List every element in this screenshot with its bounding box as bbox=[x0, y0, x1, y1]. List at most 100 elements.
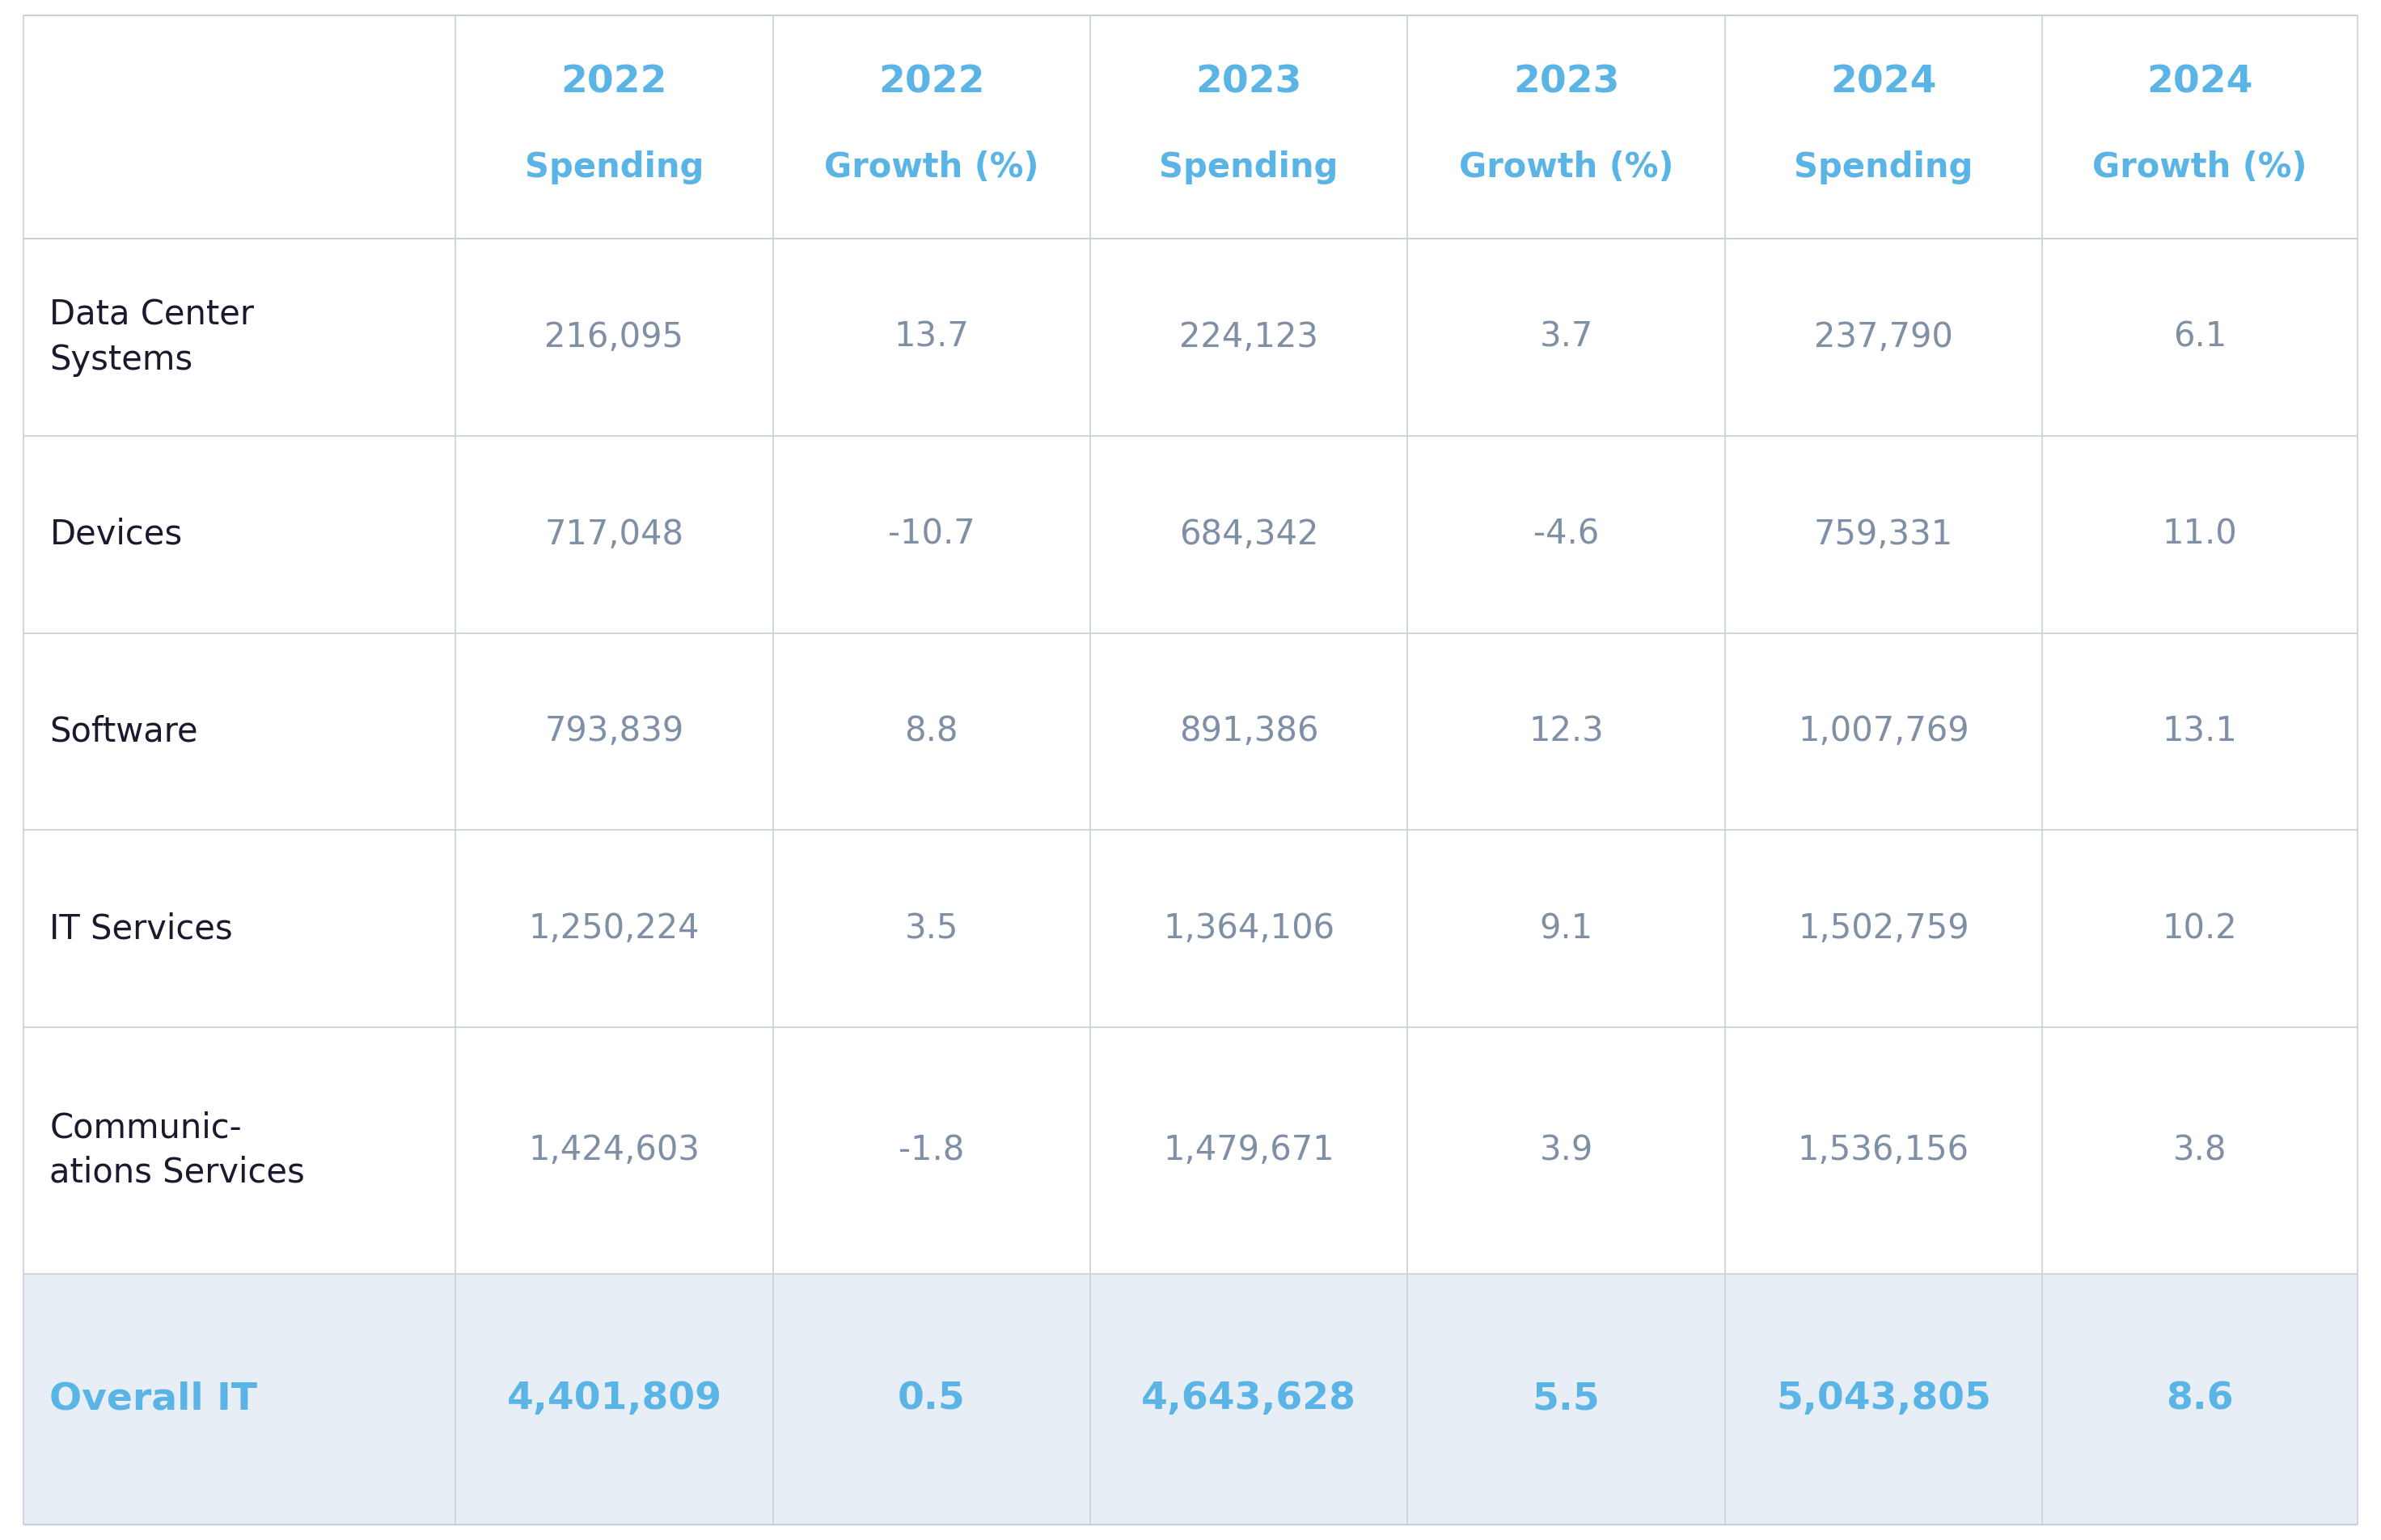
Bar bbox=[2043, 633, 2357, 830]
Bar bbox=[455, 436, 774, 633]
Text: 2024: 2024 bbox=[1831, 65, 1936, 100]
Text: 12.3: 12.3 bbox=[1529, 715, 1605, 748]
Text: 3.5: 3.5 bbox=[905, 912, 957, 946]
Text: 2022: 2022 bbox=[562, 65, 667, 100]
Text: 717,048: 717,048 bbox=[545, 517, 683, 551]
Bar bbox=[24, 239, 455, 436]
Text: 13.1: 13.1 bbox=[2162, 715, 2238, 748]
Bar bbox=[1407, 1027, 1724, 1274]
Bar bbox=[455, 239, 774, 436]
Text: Spending: Spending bbox=[1793, 151, 1974, 185]
Text: 793,839: 793,839 bbox=[545, 715, 683, 748]
Text: Growth (%): Growth (%) bbox=[824, 151, 1038, 185]
Bar bbox=[1090, 830, 1407, 1027]
Bar bbox=[1090, 239, 1407, 436]
Bar bbox=[455, 830, 774, 1027]
Text: Communic-
ations Services: Communic- ations Services bbox=[50, 1110, 305, 1190]
Bar bbox=[1724, 1027, 2043, 1274]
Text: 9.1: 9.1 bbox=[1541, 912, 1593, 946]
Text: 1,007,769: 1,007,769 bbox=[1798, 715, 1969, 748]
Text: 3.7: 3.7 bbox=[1541, 320, 1593, 354]
Bar bbox=[2043, 830, 2357, 1027]
Bar bbox=[1724, 15, 2043, 239]
Bar bbox=[774, 633, 1090, 830]
Text: 0.5: 0.5 bbox=[898, 1381, 964, 1417]
Bar bbox=[24, 15, 455, 239]
Bar bbox=[455, 15, 774, 239]
Bar bbox=[1090, 1027, 1407, 1274]
Bar bbox=[774, 1274, 1090, 1525]
Bar bbox=[24, 1027, 455, 1274]
Text: 759,331: 759,331 bbox=[1814, 517, 1952, 551]
Text: Overall IT: Overall IT bbox=[50, 1381, 257, 1417]
Bar bbox=[2043, 15, 2357, 239]
Text: -1.8: -1.8 bbox=[898, 1133, 964, 1167]
Text: IT Services: IT Services bbox=[50, 912, 233, 946]
Bar bbox=[1090, 436, 1407, 633]
Bar bbox=[24, 1274, 455, 1525]
Text: -10.7: -10.7 bbox=[888, 517, 974, 551]
Text: 5,043,805: 5,043,805 bbox=[1776, 1381, 1991, 1417]
Text: 4,401,809: 4,401,809 bbox=[507, 1381, 721, 1417]
Text: 1,502,759: 1,502,759 bbox=[1798, 912, 1969, 946]
Text: 1,250,224: 1,250,224 bbox=[529, 912, 700, 946]
Text: 4,643,628: 4,643,628 bbox=[1140, 1381, 1357, 1417]
Bar bbox=[1724, 436, 2043, 633]
Text: 1,536,156: 1,536,156 bbox=[1798, 1133, 1969, 1167]
Bar bbox=[1407, 1274, 1724, 1525]
Text: 3.8: 3.8 bbox=[2174, 1133, 2226, 1167]
Text: Growth (%): Growth (%) bbox=[1460, 151, 1674, 185]
Text: 10.2: 10.2 bbox=[2162, 912, 2238, 946]
Bar bbox=[774, 1027, 1090, 1274]
Bar bbox=[1090, 15, 1407, 239]
Text: Software: Software bbox=[50, 715, 198, 748]
Text: 2022: 2022 bbox=[879, 65, 986, 100]
Text: 3.9: 3.9 bbox=[1541, 1133, 1593, 1167]
Text: 8.6: 8.6 bbox=[2167, 1381, 2233, 1417]
Bar bbox=[1407, 15, 1724, 239]
Bar bbox=[1407, 830, 1724, 1027]
Bar bbox=[2043, 436, 2357, 633]
Bar bbox=[24, 830, 455, 1027]
Bar bbox=[1090, 1274, 1407, 1525]
Bar bbox=[1090, 633, 1407, 830]
Text: 216,095: 216,095 bbox=[545, 320, 683, 354]
Bar bbox=[1724, 239, 2043, 436]
Bar bbox=[455, 1274, 774, 1525]
Text: 5.5: 5.5 bbox=[1533, 1381, 1600, 1417]
Bar bbox=[2043, 239, 2357, 436]
Text: 8.8: 8.8 bbox=[905, 715, 960, 748]
Text: 224,123: 224,123 bbox=[1179, 320, 1319, 354]
Text: 2023: 2023 bbox=[1195, 65, 1302, 100]
Text: 891,386: 891,386 bbox=[1179, 715, 1319, 748]
Bar bbox=[1724, 830, 2043, 1027]
Text: 1,424,603: 1,424,603 bbox=[529, 1133, 700, 1167]
Bar bbox=[1407, 239, 1724, 436]
Bar bbox=[774, 830, 1090, 1027]
Bar bbox=[24, 436, 455, 633]
Text: Growth (%): Growth (%) bbox=[2093, 151, 2307, 185]
Text: -4.6: -4.6 bbox=[1533, 517, 1600, 551]
Bar bbox=[774, 436, 1090, 633]
Text: Spending: Spending bbox=[524, 151, 705, 185]
Text: 13.7: 13.7 bbox=[893, 320, 969, 354]
Bar bbox=[2043, 1027, 2357, 1274]
Bar bbox=[1407, 436, 1724, 633]
Bar bbox=[774, 239, 1090, 436]
Text: 2024: 2024 bbox=[2148, 65, 2252, 100]
Text: 11.0: 11.0 bbox=[2162, 517, 2238, 551]
Bar bbox=[455, 1027, 774, 1274]
Text: Spending: Spending bbox=[1160, 151, 1338, 185]
Text: 684,342: 684,342 bbox=[1179, 517, 1319, 551]
Bar bbox=[1724, 1274, 2043, 1525]
Text: 237,790: 237,790 bbox=[1814, 320, 1952, 354]
Bar bbox=[774, 15, 1090, 239]
Text: 1,479,671: 1,479,671 bbox=[1164, 1133, 1333, 1167]
Bar bbox=[2043, 1274, 2357, 1525]
Bar bbox=[1724, 633, 2043, 830]
Bar bbox=[1407, 633, 1724, 830]
Text: 1,364,106: 1,364,106 bbox=[1162, 912, 1336, 946]
Bar bbox=[455, 633, 774, 830]
Bar bbox=[24, 633, 455, 830]
Text: 2023: 2023 bbox=[1512, 65, 1619, 100]
